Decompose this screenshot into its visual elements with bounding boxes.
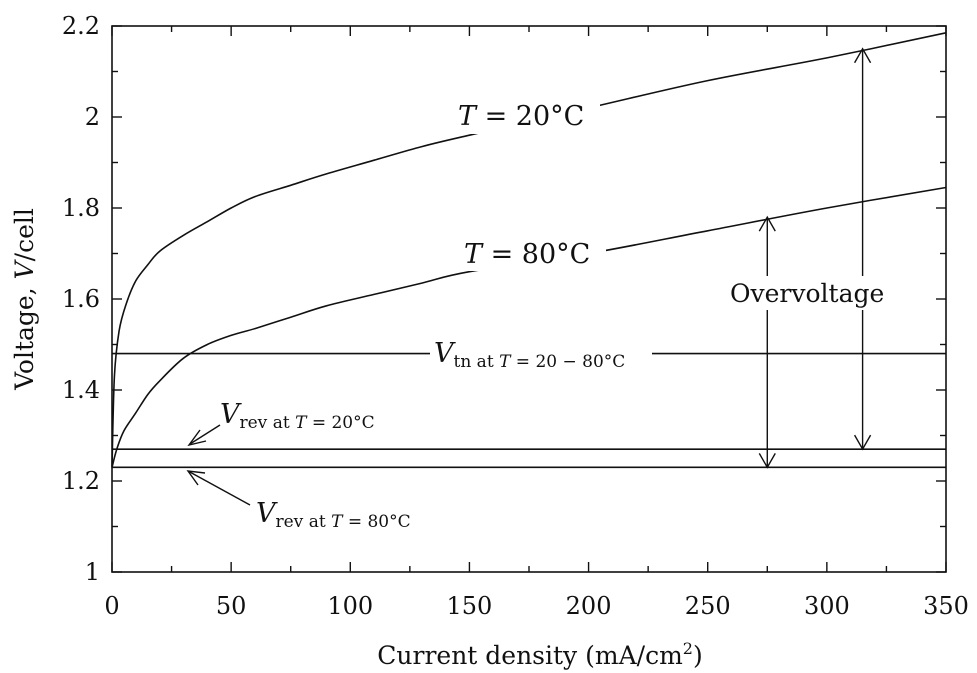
x-tick-label: 150 [447,592,493,620]
t20-var: T [458,101,478,132]
vrev20-sub-a: rev at [240,413,296,433]
y-tick-label: 1.8 [62,194,100,222]
svg-text:Vrev at T = 80°C: Vrev at T = 80°C [256,498,411,532]
series-line-t20 [111,32,947,468]
t20-text: = 20°C [476,101,584,132]
overvoltage-arrowhead-bottom [853,434,872,451]
vrev20-var: V [220,399,242,430]
overvoltage-arrowhead-bottom [758,453,776,469]
overvoltage-arrow-2 [853,47,872,451]
series-label-t20: T = 20°C [448,96,600,134]
x-tick-label: 350 [923,592,969,620]
y-tick-label: 2 [85,103,100,131]
y-tick-label: 1 [85,558,100,586]
svg-text:T = 20°C: T = 20°C [458,101,584,132]
y-axis-title: Voltage, V/cell [10,208,39,391]
vrev80-leader [187,470,251,506]
y-tick-label: 2.2 [62,12,100,40]
y-tick-label: 1.6 [62,285,100,313]
svg-text:Vrev at T = 20°C: Vrev at T = 20°C [220,399,375,433]
vrev80-sub-var: T [331,512,344,532]
vrev80-arrowhead [186,470,206,486]
t80-var: T [464,239,484,270]
vtn-sub-a: tn at [454,352,500,372]
svg-text:Vtn at T = 20 − 80°C: Vtn at T = 20 − 80°C [434,338,625,372]
vtn-label: Vtn at T = 20 − 80°C [430,333,652,372]
vrev20-leader [189,424,221,445]
y-tick-label: 1.4 [62,376,100,404]
ticks-layer: 0 50 100 150 200 250 300 350 1 1.2 1.4 1.6 1.8 2 2.2 [62,12,969,620]
overvoltage-arrowhead-top [853,47,872,64]
vrev80-sub-a: rev at [276,512,332,532]
overvoltage-arrow-1 [758,215,776,469]
x-tick-label: 100 [327,592,373,620]
vrev20-sub-b: = 20°C [306,413,374,433]
vtn-sub-b: = 20 − 80°C [510,352,625,372]
vrev80-sub-b: = 80°C [342,512,410,532]
overvoltage-arrowhead-top [758,215,776,232]
vtn-var: V [434,338,456,369]
overvoltage-text: Overvoltage [730,279,884,308]
y-tick-label: 1.2 [62,467,100,495]
vrev20-sub-var: T [295,413,308,433]
series-label-t80: T = 80°C [454,235,606,271]
x-tick-label: 250 [685,592,731,620]
vrev20-label: Vrev at T = 20°C [187,399,375,447]
series-layer [111,32,947,468]
overvoltage-arrows-layer [758,47,872,469]
x-axis-title: Current density (mA/cm2) [377,639,702,670]
overvoltage-label: Overvoltage [726,276,894,310]
series-line-t80 [111,186,947,468]
vtn-sub-var: T [499,352,512,372]
x-tick-label: 50 [216,592,247,620]
x-tick-label: 300 [804,592,850,620]
x-tick-label: 200 [566,592,612,620]
svg-text:T = 80°C: T = 80°C [464,239,590,270]
x-tick-label: 0 [104,592,119,620]
t80-text: = 80°C [482,239,590,270]
vrev80-var: V [256,498,278,529]
vrev80-label: Vrev at T = 80°C [186,470,411,532]
vrev20-arrowhead [187,429,207,447]
plot-frame [111,25,947,573]
